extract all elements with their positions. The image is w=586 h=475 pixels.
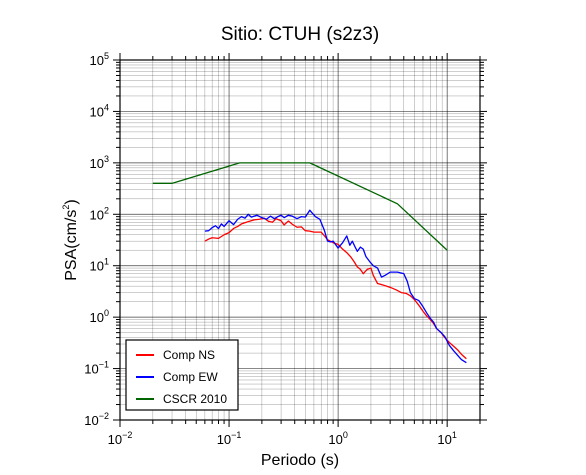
legend-label: Comp NS [163, 348, 215, 362]
y-tick-labels: 10−2 10−1 100 101 102 103 104 105 [84, 51, 109, 428]
x-axis-label: Periodo (s) [261, 452, 339, 469]
x-tick-label: 10−2 [108, 430, 133, 447]
y-tick-label: 10−1 [84, 360, 109, 377]
series-line-comp-ew [204, 209, 467, 364]
x-tick-labels: 10−2 10−1 100 101 [108, 430, 457, 447]
plot-frame [113, 53, 487, 427]
series-group [152, 162, 467, 364]
x-tick-label: 100 [328, 430, 347, 447]
y-tick-label: 100 [90, 308, 109, 325]
y-tick-label: 102 [90, 205, 109, 222]
legend-label: CSCR 2010 [163, 392, 227, 406]
series-line-cscr-2010 [152, 162, 448, 251]
y-tick-label: 101 [90, 257, 109, 274]
plot-border [119, 59, 481, 421]
y-axis-label: PSA(cm/s2) [61, 199, 80, 280]
x-tick-label: 101 [437, 430, 456, 447]
legend: Comp NS Comp EW CSCR 2010 [125, 339, 239, 411]
y-tick-label: 10−2 [84, 411, 109, 428]
y-tick-label: 103 [90, 154, 109, 171]
x-tick-label: 10−1 [217, 430, 242, 447]
y-tick-label: 104 [90, 102, 109, 119]
series-line-comp-ns [204, 217, 467, 360]
legend-label: Comp EW [163, 370, 218, 384]
chart-title: Sitio: CTUH (s2z3) [221, 24, 379, 45]
y-tick-label: 105 [90, 51, 109, 68]
